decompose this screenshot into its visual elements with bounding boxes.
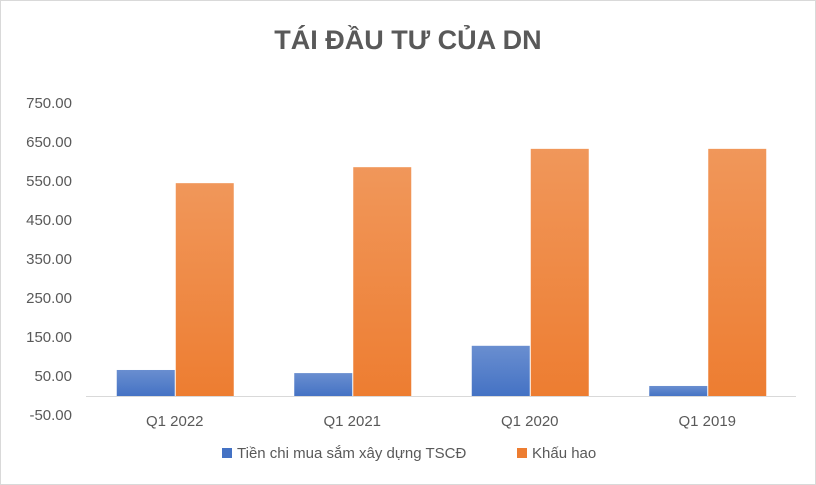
y-tick-label: 450.00 [26,212,72,229]
bar [353,167,412,397]
bar [294,373,353,397]
bar [471,345,530,397]
y-tick-label: 50.00 [34,368,72,385]
legend-label: Khấu hao [532,445,596,462]
y-tick-label: 150.00 [26,329,72,346]
y-tick-label: 650.00 [26,134,72,151]
x-tick-label: Q1 2022 [146,413,204,430]
chart-title: TÁI ĐẦU TƯ CỦA DN [274,23,541,55]
y-tick-label: 750.00 [26,95,72,112]
x-tick-label: Q1 2020 [501,413,559,430]
bar [649,385,708,397]
legend-swatch [222,448,232,458]
y-tick-label: 350.00 [26,251,72,268]
y-tick-label: 250.00 [26,290,72,307]
x-tick-label: Q1 2019 [678,413,736,430]
bar [175,183,234,397]
bar [530,148,589,397]
bar [708,148,767,397]
y-tick-label: 550.00 [26,173,72,190]
legend-label: Tiền chi mua sắm xây dựng TSCĐ [237,445,466,462]
x-tick-label: Q1 2021 [323,413,381,430]
legend-swatch [517,448,527,458]
y-tick-label: -50.00 [29,407,72,424]
bar [116,369,175,397]
